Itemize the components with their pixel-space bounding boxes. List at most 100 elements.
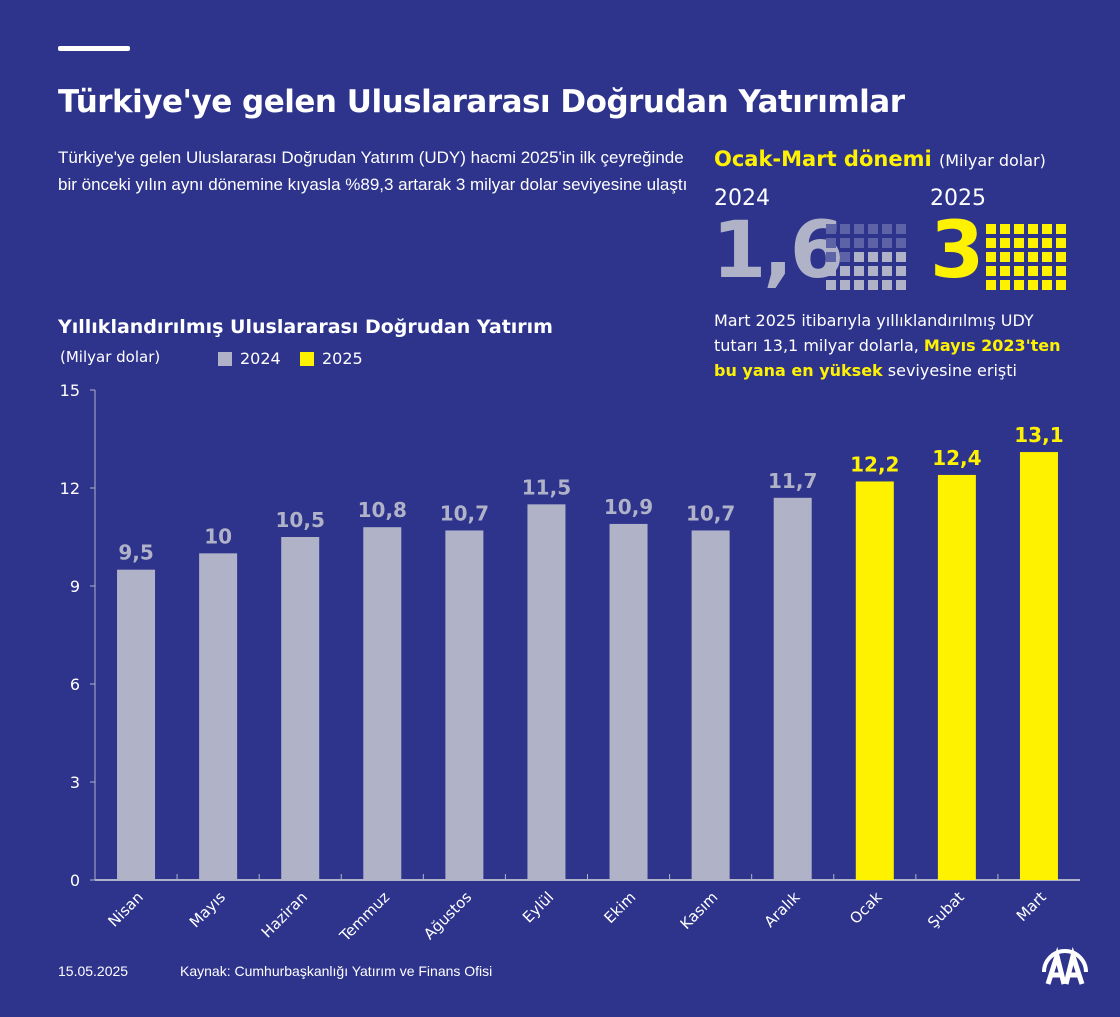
bar [199,553,238,880]
grid-square [826,280,836,290]
x-tick-label: Ağustos [420,888,475,943]
x-tick-label: Haziran [258,888,311,941]
grid-square [1042,252,1052,262]
y-tick-label: 9 [70,577,80,596]
bar [363,527,402,880]
grid-square [1014,238,1024,248]
x-tick-label: Ekim [601,888,640,927]
period-label: Ocak-Mart dönemi [714,147,932,171]
y-tick-label: 3 [70,773,80,792]
summary-note: Mart 2025 itibarıyla yıllıklandırılmış U… [714,308,1074,383]
x-tick-label: Mayıs [186,888,229,931]
bar-value-label: 10,7 [686,501,735,525]
y-tick-label: 15 [60,381,80,400]
bar [445,530,484,880]
grid-square [1000,224,1010,234]
year-2025-label: 2025 [930,186,986,211]
grid-square [868,266,878,276]
grid-square [854,266,864,276]
bar [773,497,812,880]
grid-square [1028,280,1038,290]
grid-square [1056,280,1066,290]
bar [609,523,648,880]
grid-square [1042,238,1052,248]
grid-square [1028,252,1038,262]
grid-square [882,238,892,248]
legend-label: 2025 [322,349,363,368]
legend-2025: 2025 [300,349,363,368]
period-heading: Ocak-Mart dönemi (Milyar dolar) [714,147,1046,171]
bar [691,530,730,880]
grid-square [1056,252,1066,262]
grid-square [868,238,878,248]
bar [937,474,976,880]
x-tick-label: Mart [1013,888,1050,925]
grid-square [1056,224,1066,234]
value-2024: 1,6 [712,206,844,296]
legend-label: 2024 [240,349,281,368]
grid-square [986,252,996,262]
grid-square [840,266,850,276]
grid-square [826,252,836,262]
x-tick-label: Kasım [677,888,722,933]
grid-square [896,266,906,276]
x-tick-label: Şubat [924,888,968,932]
dot-grid-2025 [986,224,1066,290]
bar-value-label: 12,2 [850,452,899,476]
grid-square [986,266,996,276]
legend-2024: 2024 [218,349,281,368]
bar-value-label: 10,8 [358,498,407,522]
grid-square [868,280,878,290]
grid-square [1028,266,1038,276]
grid-square [1014,280,1024,290]
x-tick-label: Temmuz [336,888,394,946]
grid-square [840,280,850,290]
bar [117,569,156,880]
grid-square [986,280,996,290]
grid-square [882,280,892,290]
bar-value-label: 10,5 [276,508,325,532]
grid-square [1000,266,1010,276]
grid-square [840,224,850,234]
bar-value-label: 12,4 [932,446,981,470]
bar [527,504,566,880]
year-2024-label: 2024 [714,186,770,211]
grid-square [854,280,864,290]
y-tick-label: 6 [70,675,80,694]
grid-square [896,238,906,248]
grid-square [1042,224,1052,234]
grid-square [840,238,850,248]
grid-square [986,238,996,248]
x-tick-label: Nisan [105,888,147,930]
bar-value-label: 10,7 [440,501,489,525]
grid-square [896,224,906,234]
y-axis-unit: (Milyar dolar) [60,348,161,366]
note-text-end: seviyesine erişti [882,361,1017,380]
aa-logo-icon [1042,946,1088,985]
bar-value-label: 11,5 [522,475,571,499]
period-unit: (Milyar dolar) [938,151,1046,170]
grid-square [1056,266,1066,276]
legend-swatch [218,351,232,366]
y-tick-label: 12 [60,479,80,498]
note-highlight: Mayıs 2023'ten bu yana en yüksek [714,336,1061,380]
grid-square [1014,266,1024,276]
bar-value-label: 10,9 [604,495,653,519]
grid-square [854,224,864,234]
dot-grid-2024 [826,224,906,290]
bar-value-label: 10 [204,524,232,548]
grid-square [854,252,864,262]
bar-value-label: 11,7 [768,469,817,493]
bar [1019,452,1058,880]
grid-square [1028,238,1038,248]
grid-square [882,224,892,234]
grid-square [1042,280,1052,290]
footer-source: Kaynak: Cumhurbaşkanlığı Yatırım ve Fina… [180,963,493,979]
y-tick-label: 0 [70,871,80,890]
subtitle: Türkiye'ye gelen Uluslararası Doğrudan Y… [58,148,688,194]
bar-value-label: 9,5 [118,541,153,565]
grid-square [826,224,836,234]
grid-square [868,224,878,234]
grid-square [896,252,906,262]
grid-square [826,238,836,248]
